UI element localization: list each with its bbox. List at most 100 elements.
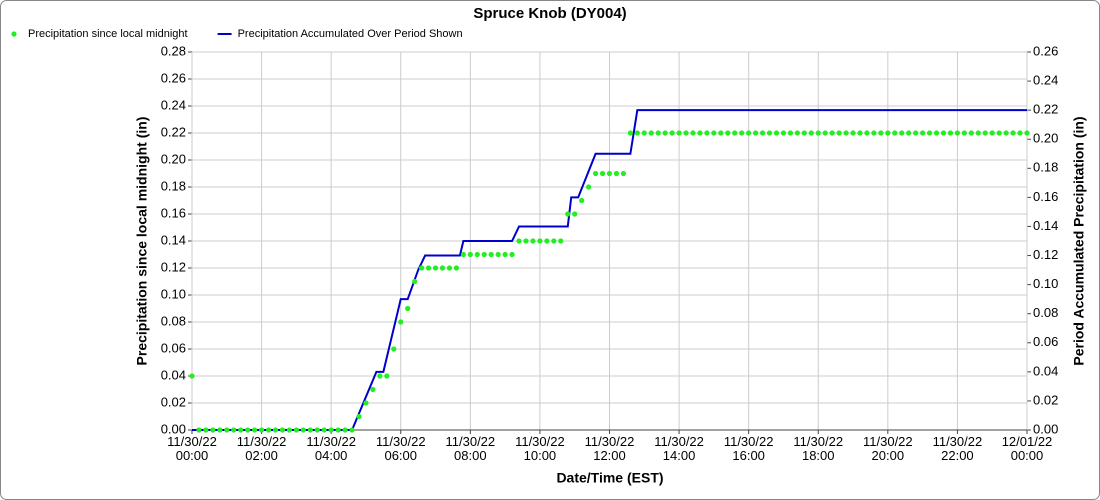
data-point	[982, 130, 988, 136]
legend-marker	[11, 31, 17, 37]
data-point	[335, 427, 341, 433]
data-point	[718, 130, 724, 136]
x-tick-label: 11/30/22 02:00	[236, 434, 287, 463]
data-point	[913, 130, 919, 136]
data-point	[634, 130, 640, 136]
data-point	[822, 130, 828, 136]
data-point	[439, 265, 446, 271]
data-point	[662, 130, 668, 136]
data-point	[509, 251, 515, 258]
data-point	[808, 130, 814, 136]
x-tick-label: 11/30/22 10:00	[515, 434, 565, 463]
data-point	[565, 211, 571, 217]
y2-tick-label: 0.02	[1033, 392, 1058, 407]
data-point	[954, 130, 961, 136]
y2-tick-label: 0.20	[1033, 131, 1058, 146]
data-point	[516, 238, 522, 244]
data-point	[683, 130, 689, 136]
x-tick-label: 11/30/22 00:00	[167, 434, 217, 463]
y2-tick-label: 0.18	[1033, 160, 1058, 175]
y2-tick-label: 0.22	[1033, 102, 1058, 117]
data-point	[1017, 130, 1023, 136]
data-point	[1003, 130, 1009, 136]
data-point	[231, 427, 237, 433]
data-point	[356, 413, 362, 420]
data-point	[551, 238, 557, 244]
data-point	[850, 130, 856, 136]
data-point	[606, 170, 613, 177]
data-line	[192, 109, 1027, 431]
data-point	[704, 130, 710, 136]
data-point	[746, 130, 752, 136]
data-point	[926, 130, 933, 136]
data-point	[300, 427, 306, 433]
data-point	[899, 130, 905, 136]
data-point	[293, 427, 299, 433]
data-point	[627, 130, 633, 136]
data-point	[523, 238, 529, 244]
y-tick-label: 0.08	[161, 313, 186, 328]
data-point	[906, 130, 912, 136]
data-point	[843, 130, 849, 136]
data-point	[453, 265, 460, 271]
data-point	[690, 130, 696, 136]
data-point	[252, 427, 258, 433]
data-point	[196, 427, 202, 433]
data-point	[753, 130, 759, 136]
chart-title: Spruce Knob (DY004)	[473, 5, 626, 22]
y-tick-label: 0.04	[161, 367, 186, 382]
y-tick-label: 0.20	[161, 151, 186, 166]
x-tick-label: 11/30/22 04:00	[306, 434, 356, 463]
data-point	[996, 130, 1002, 136]
data-point	[586, 184, 592, 190]
data-point	[398, 319, 404, 325]
y-tick-label: 0.14	[161, 232, 186, 247]
x-tick-label: 11/30/22 22:00	[932, 434, 983, 463]
data-point	[384, 373, 390, 379]
data-point	[787, 130, 794, 136]
y2-tick-label: 0.16	[1033, 189, 1058, 204]
data-point	[766, 130, 773, 136]
y2-tick-label: 0.00	[1033, 421, 1058, 436]
data-point	[920, 130, 926, 136]
data-point	[1010, 130, 1016, 136]
data-point	[725, 130, 731, 136]
data-point	[265, 427, 272, 433]
y2-tick-label: 0.26	[1033, 43, 1058, 58]
data-point	[210, 427, 216, 433]
y2-tick-label: 0.24	[1033, 73, 1058, 88]
data-point	[669, 130, 675, 136]
data-point	[245, 427, 251, 433]
y-tick-label: 0.06	[161, 340, 186, 355]
y-tick-label: 0.10	[161, 286, 186, 301]
data-point	[419, 265, 425, 271]
data-point	[460, 251, 466, 258]
data-point	[697, 130, 703, 136]
data-point	[238, 427, 244, 433]
y2-axis-label: Period Accumulated Precipitation (in)	[1071, 116, 1087, 365]
data-point	[391, 346, 397, 352]
data-point	[189, 373, 195, 379]
x-tick-label: 12/01/22 00:00	[1001, 434, 1053, 463]
x-tick-label: 11/30/22 06:00	[375, 434, 426, 463]
data-point	[655, 130, 661, 136]
y-tick-label: 0.02	[161, 394, 186, 409]
data-point	[773, 130, 780, 136]
y2-tick-label: 0.12	[1033, 247, 1058, 262]
data-point	[467, 251, 473, 258]
y-tick-label: 0.26	[161, 70, 186, 85]
data-point	[217, 427, 223, 433]
x-tick-label: 11/30/22 16:00	[723, 434, 774, 463]
data-point	[314, 427, 320, 433]
data-point	[488, 251, 494, 258]
data-point	[579, 197, 585, 204]
data-point	[801, 130, 807, 136]
x-tick-label: 11/30/22 20:00	[863, 434, 913, 463]
data-point	[940, 130, 947, 136]
data-point	[342, 427, 348, 433]
data-point	[272, 427, 279, 433]
data-point	[815, 130, 821, 136]
data-point	[885, 130, 891, 136]
data-point	[711, 130, 717, 136]
